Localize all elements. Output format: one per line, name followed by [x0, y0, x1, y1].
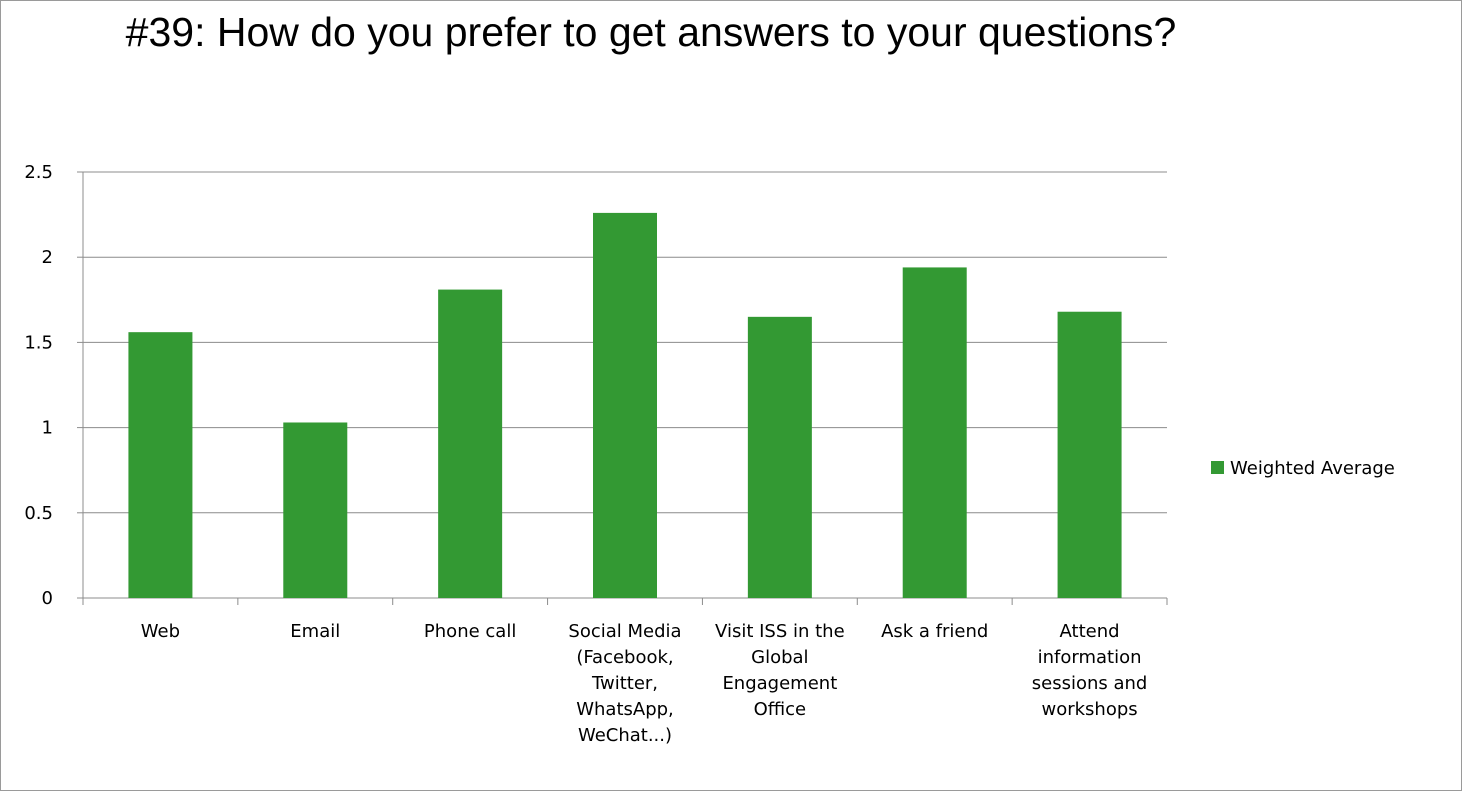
x-tick-label: Web	[141, 621, 180, 642]
x-tick-label: Phone call	[424, 621, 516, 642]
y-tick-label: 2	[42, 247, 53, 268]
y-tick-label: 2.5	[24, 162, 53, 183]
bar-4	[593, 212, 657, 598]
bar-3	[438, 289, 503, 598]
bar-6	[902, 267, 967, 598]
y-tick-label: 0	[42, 588, 53, 609]
x-tick-label: Attend information sessions and workshops	[1032, 621, 1148, 720]
bar-5	[747, 316, 812, 598]
y-tick-label: 1.5	[24, 332, 53, 353]
legend-swatch	[1211, 461, 1224, 474]
x-tick-label: Email	[290, 621, 340, 642]
bar-2	[283, 422, 348, 598]
chart-title: #39: How do you prefer to get answers to…	[125, 9, 1177, 55]
y-tick-label: 0.5	[24, 503, 53, 524]
bar-1	[128, 332, 193, 598]
x-tick-label: Visit ISS in the Global Engagement Office	[715, 621, 845, 720]
bar-7	[1057, 311, 1122, 598]
x-tick-label: Social Media (Facebook, Twitter, WhatsApp, W…	[568, 621, 681, 746]
legend-label: Weighted Average	[1230, 458, 1395, 479]
y-tick-label: 1	[42, 418, 53, 439]
x-tick-label: Ask a friend	[881, 621, 988, 642]
